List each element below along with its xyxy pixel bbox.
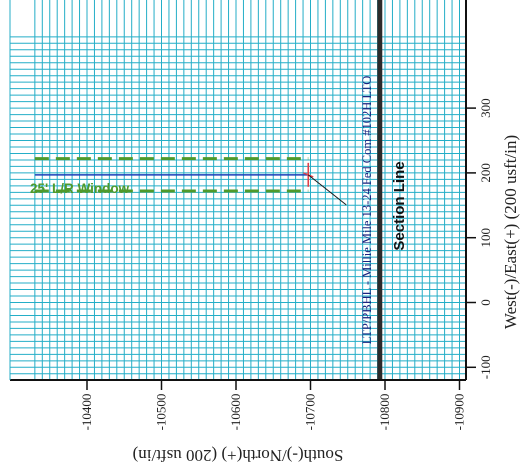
well-label-leader <box>307 174 347 206</box>
x-tick-label: -10400 <box>79 394 94 431</box>
well-label: LTP/PBHL - Millie Mile 13-24 Fed Com #10… <box>360 76 374 345</box>
x-tick-label: -10900 <box>452 394 467 431</box>
x-tick-label: -10700 <box>303 394 318 431</box>
x-tick-label: -10600 <box>228 394 243 431</box>
y-tick-label: -100 <box>478 355 493 379</box>
x-tick-label: -10500 <box>154 394 169 431</box>
section-line-label: Section Line <box>391 161 408 250</box>
y-tick-label: 200 <box>478 163 493 183</box>
x-tick-label: -10800 <box>377 394 392 431</box>
tick-labels: -10400 -10500 -10600 -10700 -10800 -10900 -100… <box>79 98 493 430</box>
axes-layer <box>9 0 476 390</box>
window-label: 25' L/R Window <box>30 181 130 196</box>
y-tick-label: 0 <box>478 299 493 306</box>
x-axis-title: South(-)/North(+) (200 usft/in) <box>133 446 344 465</box>
y-tick-label: 300 <box>478 98 493 118</box>
y-axis-title: West(-)/East(+) (200 usft/in) <box>501 135 520 329</box>
y-tick-label: 100 <box>478 228 493 248</box>
series-layer <box>34 0 383 380</box>
